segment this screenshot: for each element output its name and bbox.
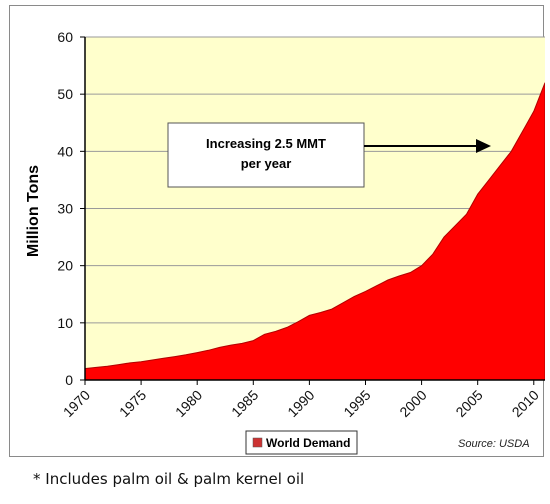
x-tick-label: 2000: [396, 387, 429, 420]
y-tick-label: 30: [57, 201, 73, 217]
annotation-box: [167, 122, 365, 188]
legend-box: [245, 430, 358, 455]
legend-swatch: [252, 437, 263, 448]
x-tick-label: 1995: [340, 387, 373, 420]
y-tick-label: 20: [57, 258, 73, 274]
x-tick-label: 2005: [452, 387, 485, 420]
annotation-line-2: per year: [241, 156, 292, 171]
legend: World Demand: [245, 430, 358, 455]
y-tick-label: 50: [57, 86, 73, 102]
x-tick-label: 1975: [116, 387, 149, 420]
chart-frame: 0 10 20 30 40 50 60 1970 1975 1980 1985 1990 1995 20…: [9, 5, 545, 457]
x-tick-label: 1970: [60, 387, 93, 420]
series-area-world-demand: [84, 82, 545, 381]
y-axis-label: Million Tons: [25, 165, 42, 257]
chart-canvas: 0 10 20 30 40 50 60 1970 1975 1980 1985 1990 1995 20…: [25, 29, 545, 455]
y-tick-label: 0: [65, 372, 73, 388]
y-tick-label: 10: [57, 315, 73, 331]
x-tick-label: 1980: [172, 387, 205, 420]
legend-label: World Demand: [266, 436, 350, 450]
x-tick-label: 1985: [228, 387, 261, 420]
annotation: Increasing 2.5 MMT per year: [167, 122, 491, 188]
y-tick-labels: 0 10 20 30 40 50 60: [57, 29, 85, 388]
y-tick-label: 40: [57, 143, 73, 159]
x-tick-label: 2010: [509, 387, 542, 420]
y-tick-label: 60: [57, 29, 73, 45]
annotation-arrowhead: [476, 139, 491, 153]
source-note: Source: USDA: [458, 438, 530, 450]
x-tick-label: 1990: [284, 387, 317, 420]
x-tick-labels: 1970 1975 1980 1985 1990 1995 2000 2005 2010: [60, 380, 542, 420]
footnote: * Includes palm oil & palm kernel oil: [33, 470, 305, 488]
annotation-line-1: Increasing 2.5 MMT: [206, 136, 326, 151]
